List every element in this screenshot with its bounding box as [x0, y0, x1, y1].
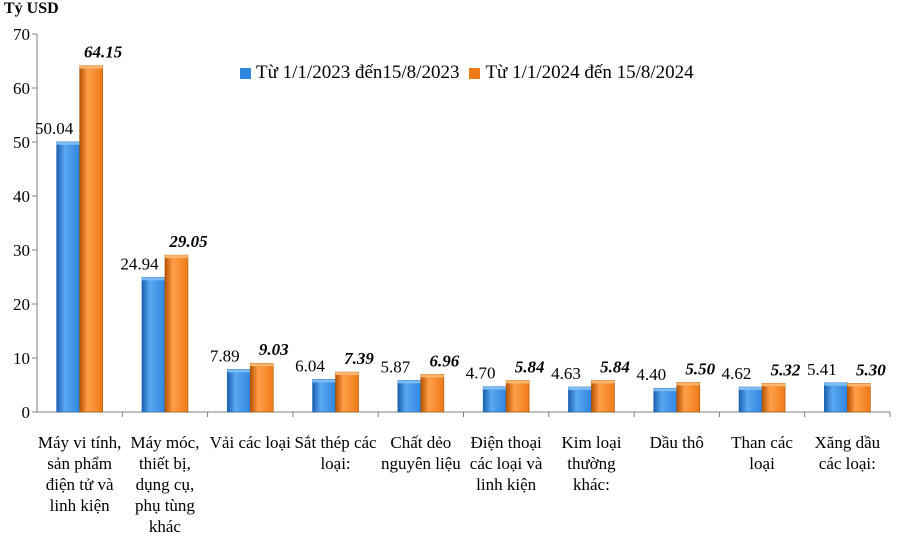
y-axis-title: Tỷ USD — [4, 0, 59, 17]
data-label-2024: 6.96 — [429, 351, 459, 370]
bar-2024 — [420, 374, 445, 413]
bar-top-cap — [676, 382, 700, 386]
data-label-2023: 50.04 — [35, 119, 74, 138]
bar-top-cap — [141, 277, 165, 281]
bar-top-cap — [824, 382, 848, 386]
bar-2023 — [312, 379, 336, 413]
data-label-2023: 24.94 — [120, 254, 159, 273]
category-label: Vải các loại — [209, 433, 291, 452]
bar-top-cap — [312, 379, 336, 383]
legend-label-2024: Từ 1/1/2024 đến 15/8/2024 — [485, 62, 694, 83]
data-label-2024: 9.03 — [259, 340, 289, 359]
bar-2024 — [164, 254, 189, 413]
category-label: Kim loại thường khác: — [561, 433, 622, 494]
data-label-2023: 4.70 — [466, 364, 496, 383]
bar-2023 — [397, 380, 422, 413]
data-label-2023: 4.40 — [636, 365, 666, 384]
bar-2023 — [738, 386, 763, 413]
bar-2024 — [676, 381, 701, 413]
bar-2023 — [653, 387, 678, 413]
data-label-2024: 29.05 — [168, 232, 208, 251]
bar-top-cap — [164, 255, 188, 259]
bar-2023 — [56, 141, 80, 413]
data-label-2023: 4.62 — [722, 364, 752, 383]
data-label-2024: 64.15 — [84, 43, 123, 62]
y-tick-label: 50 — [13, 133, 30, 152]
legend-item-2024: Từ 1/1/2024 đến 15/8/2024 — [469, 62, 694, 84]
bar-top-cap — [250, 363, 274, 367]
bar-top-cap — [847, 383, 871, 387]
bar-2023 — [226, 369, 251, 413]
bar-2024 — [591, 380, 615, 413]
bar-top-cap — [227, 369, 251, 373]
y-tick-label: 40 — [13, 187, 30, 206]
bar-2024 — [335, 371, 359, 413]
bar-top-cap — [79, 65, 103, 69]
bar-top-cap — [739, 387, 763, 391]
data-label-2023: 4.63 — [551, 364, 581, 383]
data-label-2024: 5.84 — [515, 357, 545, 376]
legend-item-2023: Từ 1/1/2023 đến15/8/2023 — [240, 62, 459, 84]
legend-swatch-2023 — [240, 67, 251, 79]
legend-label-2023: Từ 1/1/2023 đến15/8/2023 — [256, 62, 460, 83]
bar-top-cap — [56, 141, 80, 145]
legend: Từ 1/1/2023 đến15/8/2023 Từ 1/1/2024 đến… — [240, 62, 694, 84]
category-label: Máy vi tính, sản phẩm điện tử và linh ki… — [37, 433, 122, 515]
bar-top-cap — [762, 383, 786, 387]
bar-top-cap — [483, 386, 507, 390]
bar-2024 — [249, 362, 274, 413]
bar-2024 — [761, 382, 786, 413]
bar-top-cap — [335, 372, 359, 376]
y-tick-label: 60 — [13, 79, 30, 98]
bar-2024 — [505, 380, 530, 413]
category-label: Dầu thô — [649, 433, 704, 452]
bar-2023 — [568, 386, 592, 413]
y-tick-label: 30 — [13, 241, 30, 260]
category-label: Sắt thép các loại: — [294, 433, 377, 473]
bar-2023 — [482, 386, 507, 413]
data-label-2024: 7.39 — [344, 349, 374, 368]
bar-2023 — [141, 277, 166, 413]
data-label-2024: 5.30 — [856, 360, 886, 379]
category-label: Than các loại — [731, 433, 793, 473]
y-tick-label: 20 — [13, 295, 30, 314]
category-label: Máy móc, thiết bị, dụng cụ, phụ tùng khá… — [130, 433, 200, 536]
bar-top-cap — [506, 380, 530, 384]
bar-top-cap — [568, 386, 592, 390]
category-label: Xăng dầu các loại: — [814, 433, 881, 473]
y-tick-label: 0 — [22, 403, 31, 422]
data-label-2023: 7.89 — [210, 346, 240, 365]
bar-2024 — [79, 65, 103, 413]
bar-top-cap — [653, 388, 677, 392]
data-label-2024: 5.84 — [600, 357, 630, 376]
y-tick-label: 70 — [13, 25, 30, 44]
category-label: Điện thoại các loại và linh kiện — [469, 433, 543, 494]
legend-swatch-2024 — [469, 67, 481, 79]
data-label-2023: 5.41 — [807, 360, 837, 379]
data-label-2023: 6.04 — [295, 356, 325, 375]
data-label-2024: 5.50 — [685, 359, 715, 378]
bar-top-cap — [591, 380, 615, 384]
data-label-2023: 5.87 — [380, 357, 410, 376]
bar-2024 — [847, 383, 871, 413]
data-label-2024: 5.32 — [771, 360, 801, 379]
category-label: Chất dẻo nguyên liệu — [380, 433, 461, 473]
bar-top-cap — [420, 374, 444, 378]
y-tick-label: 10 — [13, 349, 30, 368]
bar-2023 — [824, 382, 848, 413]
bar-top-cap — [397, 380, 421, 384]
